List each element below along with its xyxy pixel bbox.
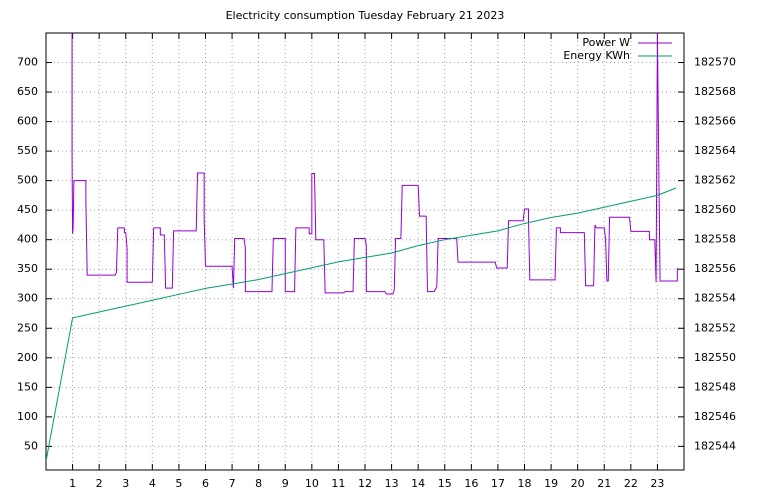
y-tick-label: 150	[17, 380, 38, 393]
y2-tick-label: 182570	[694, 56, 736, 69]
y2-tick-label: 182554	[694, 292, 736, 305]
legend-label: Power W	[582, 36, 630, 49]
y2-tick-label: 182568	[694, 85, 736, 98]
y-tick-label: 500	[17, 174, 38, 187]
x-tick-label: 5	[175, 477, 182, 490]
x-tick-label: 9	[282, 477, 289, 490]
x-tick-label: 12	[358, 477, 372, 490]
x-tick-label: 11	[331, 477, 345, 490]
x-tick-label: 2	[96, 477, 103, 490]
y-tick-label: 350	[17, 262, 38, 275]
y-tick-label: 250	[17, 321, 38, 334]
x-tick-label: 7	[229, 477, 236, 490]
y-tick-label: 600	[17, 115, 38, 128]
x-tick-label: 3	[122, 477, 129, 490]
y2-tick-label: 182558	[694, 233, 736, 246]
y2-tick-label: 182546	[694, 410, 736, 423]
x-tick-label: 4	[149, 477, 156, 490]
y-tick-label: 50	[24, 439, 38, 452]
x-tick-label: 18	[518, 477, 532, 490]
y2-tick-label: 182564	[694, 144, 736, 157]
y2-tick-label: 182552	[694, 321, 736, 334]
series-line	[46, 187, 677, 462]
x-tick-label: 15	[438, 477, 452, 490]
y-tick-label: 650	[17, 85, 38, 98]
plot-frame	[45, 32, 685, 471]
x-tick-label: 14	[411, 477, 425, 490]
legend-label: Energy KWh	[563, 49, 630, 62]
x-tick-label: 1	[69, 477, 76, 490]
x-tick-label: 21	[597, 477, 611, 490]
series-line	[71, 33, 678, 295]
y2-tick-label: 182556	[694, 262, 736, 275]
y-tick-label: 550	[17, 144, 38, 157]
x-tick-label: 13	[385, 477, 399, 490]
x-tick-label: 19	[544, 477, 558, 490]
y-tick-label: 200	[17, 351, 38, 364]
x-tick-label: 22	[624, 477, 638, 490]
y2-tick-label: 182566	[694, 115, 736, 128]
x-tick-label: 10	[305, 477, 319, 490]
y2-tick-label: 182560	[694, 203, 736, 216]
x-tick-label: 23	[650, 477, 664, 490]
y2-tick-label: 182562	[694, 174, 736, 187]
y2-tick-label: 182544	[694, 439, 736, 452]
chart-title: Electricity consumption Tuesday February…	[226, 9, 505, 22]
y-tick-label: 400	[17, 233, 38, 246]
y-tick-label: 300	[17, 292, 38, 305]
x-tick-label: 20	[571, 477, 585, 490]
y-tick-label: 450	[17, 203, 38, 216]
x-tick-label: 6	[202, 477, 209, 490]
y-tick-label: 700	[17, 56, 38, 69]
y2-tick-label: 182548	[694, 380, 736, 393]
y2-tick-label: 182550	[694, 351, 736, 364]
x-tick-label: 8	[255, 477, 262, 490]
x-tick-label: 16	[464, 477, 478, 490]
x-tick-label: 17	[491, 477, 505, 490]
y-tick-label: 100	[17, 410, 38, 423]
